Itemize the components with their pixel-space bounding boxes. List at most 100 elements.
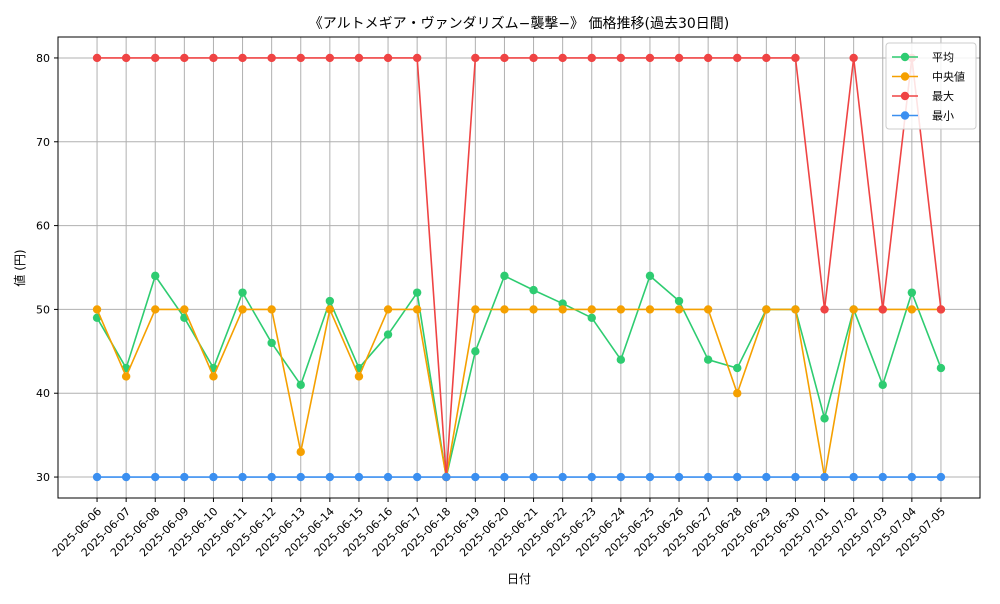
data-point — [616, 305, 626, 314]
data-point — [325, 53, 335, 63]
legend-label: 平均 — [932, 51, 954, 64]
data-point — [412, 472, 422, 482]
data-point — [762, 53, 771, 63]
data-point — [238, 472, 247, 482]
data-point — [151, 305, 160, 314]
series-line — [96, 275, 942, 478]
data-point — [703, 305, 713, 314]
data-point — [180, 305, 189, 314]
data-point — [267, 305, 276, 314]
data-point — [412, 305, 422, 314]
data-point — [471, 305, 480, 314]
data-point — [471, 53, 480, 63]
data-point — [558, 305, 567, 314]
data-point — [296, 53, 305, 63]
data-point — [645, 271, 655, 281]
data-point — [820, 414, 829, 423]
data-point — [121, 53, 131, 63]
data-point — [121, 472, 131, 482]
y-tick-label: 40 — [36, 387, 50, 400]
data-point — [180, 53, 189, 63]
data-point — [383, 305, 393, 314]
data-point — [616, 355, 626, 364]
data-point — [92, 53, 102, 63]
data-point — [674, 472, 684, 482]
data-point — [412, 288, 422, 297]
data-point — [558, 299, 567, 308]
data-point — [471, 472, 480, 482]
data-point — [238, 305, 247, 314]
y-tick-label: 30 — [36, 471, 50, 484]
data-point — [209, 472, 218, 482]
data-point — [645, 53, 655, 63]
data-point — [121, 372, 131, 381]
legend-label: 最大 — [932, 89, 954, 103]
series-group — [92, 472, 946, 482]
data-point — [849, 472, 858, 482]
data-point — [674, 296, 684, 306]
y-tick-label: 60 — [36, 220, 50, 233]
data-point — [733, 363, 742, 373]
data-point — [500, 472, 509, 482]
data-point — [383, 53, 393, 63]
data-point — [733, 472, 742, 482]
data-point — [354, 472, 364, 482]
y-tick-label: 70 — [36, 136, 50, 149]
data-point — [500, 305, 509, 314]
series-line — [97, 57, 942, 478]
data-point — [907, 472, 917, 482]
data-point — [151, 271, 160, 281]
legend-swatch-marker — [900, 91, 910, 101]
grid — [58, 37, 980, 498]
data-point — [558, 53, 567, 63]
y-tick-label: 80 — [36, 52, 50, 65]
series-lines — [92, 53, 946, 482]
data-point — [267, 338, 276, 348]
data-point — [238, 288, 247, 297]
data-point — [936, 472, 946, 482]
x-axis-label: 日付 — [507, 572, 531, 586]
data-point — [325, 305, 335, 314]
data-point — [703, 355, 713, 364]
data-point — [209, 372, 218, 381]
data-point — [529, 305, 538, 314]
legend-swatch-marker — [900, 111, 910, 120]
data-point — [820, 472, 829, 482]
legend-box — [885, 42, 977, 130]
data-point — [471, 347, 480, 356]
data-point — [442, 472, 451, 482]
data-point — [354, 53, 364, 63]
legend-label: 最小 — [932, 110, 954, 123]
data-point — [791, 472, 800, 482]
legend-item: 最大 — [892, 89, 954, 103]
legend-swatch-marker — [900, 72, 910, 81]
y-tick-label: 50 — [36, 303, 50, 316]
data-point — [878, 380, 887, 390]
data-point — [412, 53, 422, 63]
data-point — [383, 330, 393, 339]
data-point — [733, 53, 742, 63]
data-point — [762, 472, 771, 482]
data-point — [645, 305, 655, 314]
data-point — [238, 53, 247, 63]
data-point — [907, 305, 917, 314]
data-point — [92, 305, 102, 314]
data-point — [296, 380, 305, 390]
plot-frame — [57, 36, 981, 499]
data-point — [325, 296, 335, 306]
y-axis-label: 値 (円) — [12, 249, 27, 286]
data-point — [703, 472, 713, 482]
legend-label: 中央値 — [932, 71, 965, 84]
data-point — [791, 305, 800, 314]
data-point — [674, 305, 684, 314]
data-point — [354, 372, 364, 381]
series-group — [92, 53, 946, 482]
data-point — [529, 472, 538, 482]
data-point — [587, 472, 596, 482]
data-point — [151, 53, 160, 63]
data-point — [296, 447, 305, 457]
data-point — [674, 53, 684, 63]
